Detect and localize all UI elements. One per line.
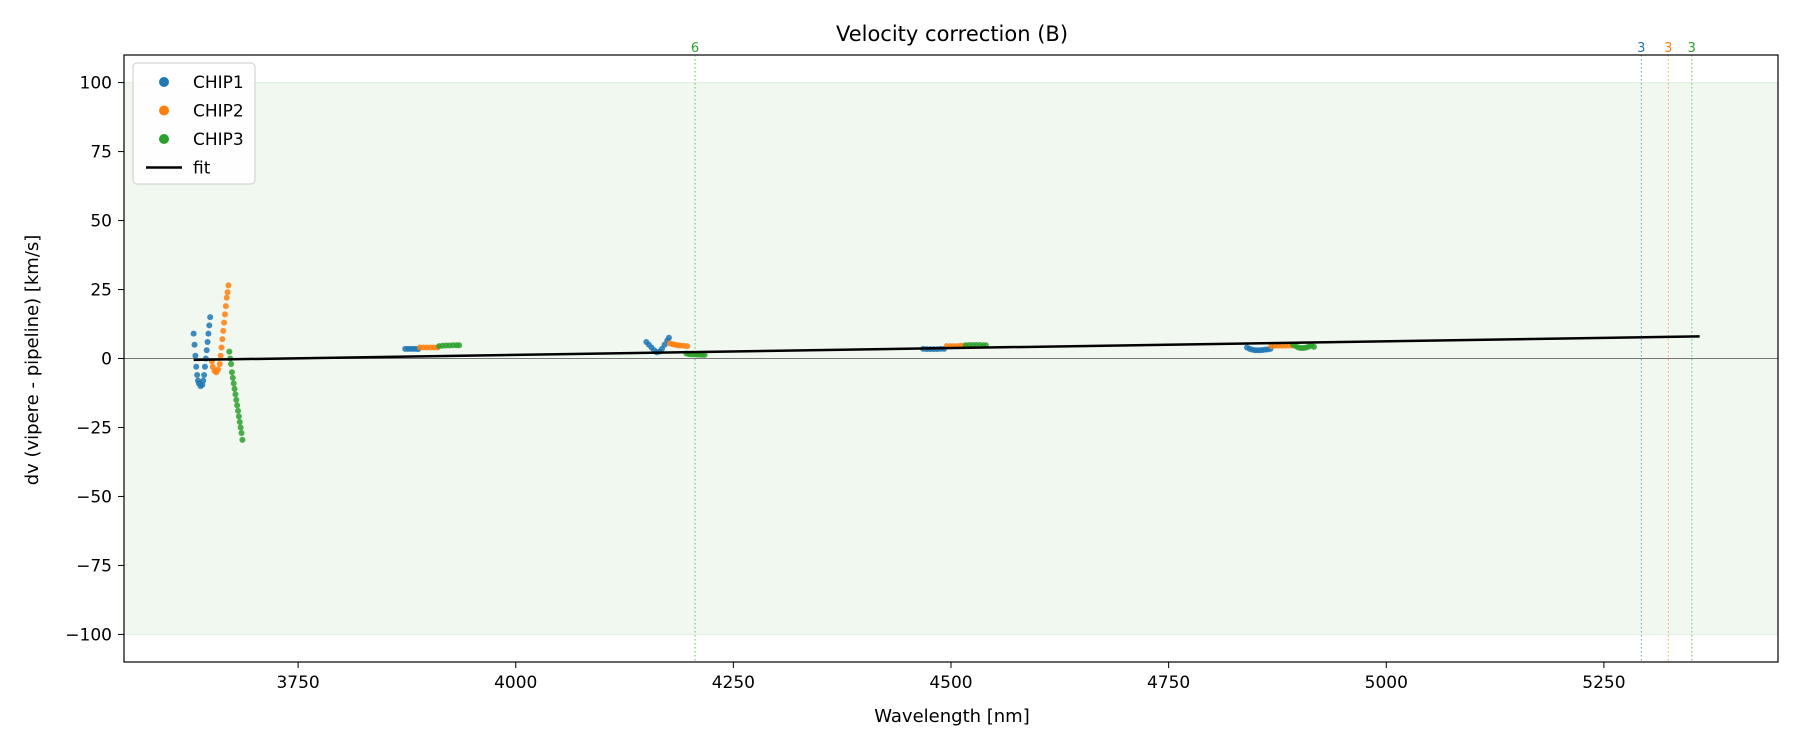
- chip2-point-1-6: [216, 361, 223, 368]
- chip1-point-1-15: [204, 338, 211, 345]
- reference-line-label-1: 6: [691, 41, 699, 56]
- reference-line-label-4: 3: [1688, 41, 1696, 56]
- chip3-point-1-12: [235, 413, 242, 420]
- chip2-point-1-10: [220, 327, 227, 334]
- x-tick-label-4000: 4000: [494, 673, 537, 693]
- y-tick-label-0: 0: [101, 350, 112, 370]
- chip1-point-1-16: [205, 330, 212, 337]
- chip3-point-1-7: [231, 385, 238, 392]
- x-tick-label-5000: 5000: [1365, 673, 1408, 693]
- fit-line-group: [193, 335, 1700, 362]
- x-tick-label-5250: 5250: [1582, 673, 1625, 693]
- chip1-point-3-10: [665, 334, 672, 341]
- chip2-point-1-5: [215, 366, 222, 373]
- chip2-point-1-11: [221, 319, 228, 326]
- chip3-point-1-15: [238, 429, 245, 436]
- y-tick-label--50: −50: [76, 487, 112, 507]
- chip2-point-1-13: [222, 303, 229, 310]
- series-chip2: [208, 282, 1296, 376]
- chip3-point-1-11: [235, 407, 242, 414]
- legend: CHIP1 CHIP2 CHIP3 fit: [132, 62, 256, 185]
- chip1-point-1-3: [192, 352, 199, 359]
- x-tick-label-3750: 3750: [276, 673, 319, 693]
- reference-lines: 6 3 3 3: [691, 41, 1696, 662]
- y-tick-label-25: 25: [90, 281, 112, 301]
- chip3-point-1-13: [236, 418, 243, 425]
- chip2-point-1-16: [225, 282, 232, 289]
- chip2-point-1-15: [224, 289, 231, 296]
- chip3-point-1-16: [239, 436, 246, 443]
- chip1-point-1-10: [200, 377, 207, 384]
- y-tick-label-75: 75: [90, 143, 112, 163]
- chip3-point-1-14: [237, 424, 244, 431]
- chip3-point-1-10: [234, 402, 241, 409]
- chip1-point-1-5: [194, 372, 201, 379]
- legend-box: [132, 62, 256, 185]
- chip2-point-1-9: [219, 336, 226, 343]
- chip3-point-1-6: [230, 380, 237, 387]
- y-tick-label--25: −25: [76, 418, 112, 438]
- chip1-point-1-12: [201, 363, 208, 370]
- y-tick-label--100: −100: [65, 625, 112, 645]
- chip2-point-3-7: [684, 343, 691, 350]
- axes: 3750 4000 4250 4500 4750 5000 5250 −100 −75 −50 −2…: [65, 54, 1779, 693]
- legend-marker-chip3: [159, 134, 169, 144]
- reference-line-label-3: 3: [1664, 41, 1672, 56]
- chip2-point-1-12: [221, 311, 228, 318]
- plot-area: [123, 82, 1779, 635]
- chip1-point-1-18: [207, 314, 214, 321]
- x-tick-label-4500: 4500: [929, 673, 972, 693]
- chip1-point-1-11: [201, 372, 208, 379]
- y-tick-label-100: 100: [80, 74, 112, 94]
- data-points: [190, 282, 1318, 443]
- x-axis-title: Wavelength [nm]: [874, 706, 1030, 727]
- y-tick-label-50: 50: [90, 212, 112, 232]
- chip3-point-1-3: [228, 361, 235, 368]
- chip3-point-2-7: [456, 342, 463, 349]
- legend-label-fit: fit: [193, 159, 211, 179]
- chip2-point-1-8: [218, 344, 225, 351]
- legend-label-chip1: CHIP1: [193, 73, 244, 93]
- chip3-point-1-9: [233, 396, 240, 403]
- chip1-point-1-14: [203, 347, 210, 354]
- chip1-point-1-17: [206, 322, 213, 329]
- fit-line: [193, 335, 1700, 362]
- chip1-point-1-1: [190, 330, 197, 337]
- y-axis-title: dv (vipere - pipeline) [km/s]: [22, 235, 43, 486]
- chip1-point-1-4: [193, 363, 200, 370]
- legend-marker-chip1: [159, 77, 169, 87]
- chip3-point-1-5: [229, 374, 236, 381]
- chart-title: Velocity correction (B): [836, 22, 1068, 46]
- x-tick-label-4750: 4750: [1147, 673, 1190, 693]
- chip3-point-1-1: [226, 348, 233, 355]
- chip2-point-1-7: [217, 352, 224, 359]
- legend-label-chip2: CHIP2: [193, 102, 244, 122]
- chip3-point-5-9: [1311, 343, 1318, 350]
- legend-marker-chip2: [159, 105, 169, 116]
- chip3-point-3-8: [701, 351, 708, 358]
- chip3-point-1-8: [232, 391, 239, 398]
- reference-line-label-2: 3: [1637, 41, 1645, 56]
- y-tick-label--75: −75: [76, 556, 112, 576]
- chip2-point-1-14: [223, 294, 230, 301]
- legend-label-chip3: CHIP3: [193, 130, 244, 150]
- chip3-point-1-4: [228, 369, 235, 376]
- chip1-point-1-2: [191, 341, 198, 348]
- x-tick-label-4250: 4250: [712, 673, 755, 693]
